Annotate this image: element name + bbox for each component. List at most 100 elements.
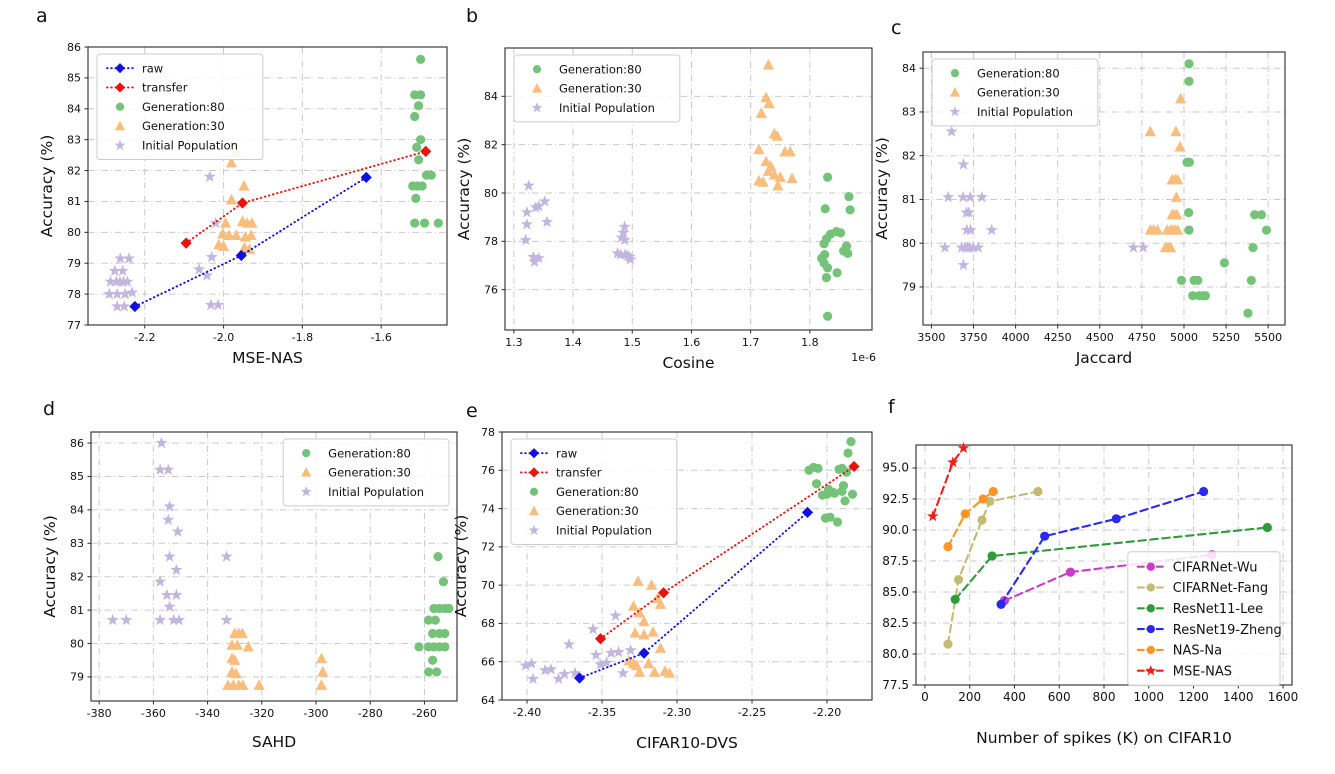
- legend-label: Generation:30: [328, 466, 411, 480]
- series-generation-80: [804, 436, 858, 527]
- svg-text:84: 84: [67, 103, 81, 116]
- svg-text:800: 800: [1093, 690, 1116, 704]
- svg-text:76: 76: [484, 283, 498, 296]
- gridlines: [505, 48, 872, 330]
- svg-text:78: 78: [481, 426, 495, 439]
- series-generation-80: [1176, 59, 1272, 318]
- svg-text:95.0: 95.0: [882, 461, 909, 475]
- svg-text:-380: -380: [87, 707, 112, 720]
- legend-label: Generation:30: [142, 119, 225, 133]
- svg-text:-2.35: -2.35: [588, 706, 616, 719]
- x-tick-labels: 0 200 400 600 800 1000 1200 1400 1600: [921, 690, 1298, 704]
- svg-text:80: 80: [902, 237, 916, 250]
- svg-text:82.5: 82.5: [882, 616, 909, 630]
- svg-text:-260: -260: [412, 707, 437, 720]
- x-tick-labels: -380 -360 -340 -320 -300 -280 -260: [87, 707, 437, 720]
- svg-text:1.7: 1.7: [742, 336, 760, 349]
- svg-text:-360: -360: [141, 707, 166, 720]
- svg-text:1.3: 1.3: [505, 336, 523, 349]
- svg-text:81: 81: [902, 193, 916, 206]
- svg-text:83: 83: [70, 537, 84, 550]
- svg-text:80: 80: [484, 187, 498, 200]
- svg-text:5500: 5500: [1254, 331, 1282, 344]
- x-axis-label: CIFAR10-DVS: [636, 734, 738, 752]
- y-axis-label: Accuracy (%): [41, 515, 59, 618]
- svg-text:78: 78: [67, 288, 81, 301]
- svg-text:1400: 1400: [1223, 690, 1254, 704]
- svg-text:85.0: 85.0: [882, 585, 909, 599]
- svg-text:77.5: 77.5: [882, 678, 909, 692]
- svg-text:-1.8: -1.8: [292, 331, 313, 344]
- panel-label-a: a: [36, 5, 48, 27]
- series-transfer: [180, 145, 432, 249]
- legend-label: Initial Population: [142, 138, 238, 152]
- svg-text:68: 68: [481, 617, 495, 630]
- svg-text:85: 85: [70, 470, 84, 483]
- legend: Generation:80 Generation:30 Initial Popula…: [931, 58, 1099, 127]
- svg-text:-2.40: -2.40: [513, 706, 541, 719]
- y-axis-label: Accuracy (%): [38, 135, 56, 238]
- svg-text:87.5: 87.5: [882, 554, 909, 568]
- svg-text:82: 82: [70, 570, 84, 583]
- x-tick-labels: 1.3 1.4 1.5 1.6 1.7 1.8: [505, 336, 818, 349]
- y-tick-labels: 79 80 81 82 83 84: [902, 62, 916, 294]
- svg-text:-320: -320: [249, 707, 274, 720]
- svg-text:64: 64: [481, 694, 495, 707]
- svg-text:72: 72: [481, 541, 495, 554]
- series-generation-80: [414, 552, 454, 677]
- svg-text:76: 76: [481, 464, 495, 477]
- series-cifarnet-fang: [943, 486, 1043, 649]
- y-tick-labels: 76 78 80 82 84: [484, 90, 498, 296]
- svg-text:82: 82: [67, 164, 81, 177]
- svg-text:86: 86: [70, 437, 84, 450]
- panel-label-e: e: [466, 400, 478, 422]
- x-axis-label: Cosine: [662, 354, 714, 372]
- series-generation-30: [222, 627, 329, 690]
- x-tick-labels: -2.2 -2.0 -1.8 -1.6: [134, 331, 392, 344]
- svg-text:4500: 4500: [1086, 331, 1114, 344]
- series-initial-population: [103, 170, 225, 312]
- chart-b: 1.3 1.4 1.5 1.6 1.7 1.8 76 78 80 82 84 1e-6 Cosine Ac…: [455, 47, 876, 372]
- series-initial-population: [519, 609, 637, 685]
- panel-label-f: f: [888, 396, 895, 418]
- series-initial-population: [106, 436, 233, 626]
- legend-label: ResNet11-Lee: [1173, 602, 1263, 617]
- svg-text:82: 82: [484, 138, 498, 151]
- series-resnet19-zheng: [996, 486, 1209, 609]
- svg-text:81: 81: [70, 604, 84, 617]
- tick-marks: [501, 95, 811, 334]
- svg-text:84: 84: [902, 62, 916, 75]
- svg-text:-340: -340: [195, 707, 220, 720]
- svg-text:1.6: 1.6: [683, 336, 701, 349]
- svg-text:1600: 1600: [1268, 690, 1299, 704]
- y-axis-label: Accuracy (%): [452, 515, 470, 618]
- x-axis-label: MSE-NAS: [232, 349, 303, 367]
- legend-label: CIFARNet-Fang: [1173, 581, 1268, 596]
- series-raw: [129, 171, 372, 313]
- x-axis-offset-text: 1e-6: [851, 351, 876, 364]
- svg-text:5250: 5250: [1212, 331, 1240, 344]
- svg-text:84: 84: [70, 504, 84, 517]
- svg-text:79: 79: [70, 671, 84, 684]
- y-axis-label: Accuracy (%): [873, 137, 891, 240]
- svg-text:66: 66: [481, 656, 495, 669]
- svg-text:86: 86: [67, 41, 81, 54]
- tick-marks: [84, 46, 382, 329]
- svg-text:1000: 1000: [1133, 690, 1164, 704]
- legend: raw transfer Generation:80 Generation:30 Ini…: [96, 53, 264, 160]
- series-mse-nas: [927, 442, 970, 522]
- svg-text:600: 600: [1048, 690, 1071, 704]
- svg-text:74: 74: [481, 502, 495, 515]
- svg-text:80.0: 80.0: [882, 647, 909, 661]
- svg-text:-300: -300: [304, 707, 329, 720]
- legend-label: transfer: [556, 466, 602, 480]
- series-generation-30: [753, 58, 798, 191]
- x-axis-label: Jaccard: [1075, 349, 1133, 367]
- chart-a: -2.2 -2.0 -1.8 -1.6 77 78 79 80 81 82 83 84 85 86 MSE-…: [38, 41, 448, 367]
- svg-text:80: 80: [70, 637, 84, 650]
- axes-box: [501, 431, 873, 701]
- x-tick-labels: 3500 3750 4000 4250 4500 4750 5000 5250 5500: [917, 331, 1282, 344]
- axes-box: [922, 51, 1286, 326]
- legend-label: CIFARNet-Wu: [1173, 560, 1258, 575]
